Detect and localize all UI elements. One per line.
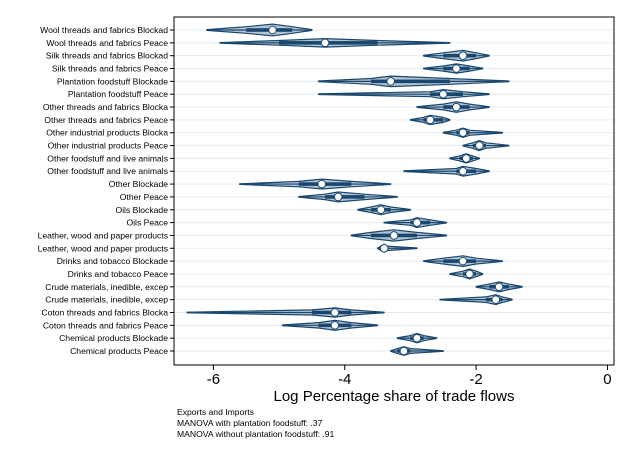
violin-median — [465, 269, 474, 279]
violin-median — [458, 128, 468, 138]
y-tick-label: Other Blockade — [109, 179, 168, 189]
violin-median — [389, 231, 399, 240]
y-tick-label: Crude materials, inedible, excep — [45, 295, 168, 305]
violin-median — [268, 25, 277, 35]
violin-median — [333, 192, 343, 202]
plot-region — [174, 17, 614, 365]
y-tick-label: Other industrial products Blocka — [46, 128, 168, 138]
y-tick-label: Wool threads and fabrics Peace — [46, 38, 168, 48]
violin-median — [330, 321, 340, 330]
y-tick-label: Other threads and fabrics Blocka — [43, 102, 168, 112]
violin-median — [461, 154, 471, 163]
y-tick-label: Other threads and fabrics Peace — [44, 115, 168, 125]
note-line-1: Exports and Imports — [177, 407, 254, 417]
y-tick-label: Chemical products Peace — [70, 346, 168, 356]
plot-border — [173, 16, 615, 366]
violin-median — [458, 166, 468, 176]
y-tick-label: Coton threads and fabrics Blocka — [41, 307, 168, 317]
x-tick-label: -2 — [469, 371, 482, 388]
violin-median — [386, 77, 396, 86]
violins — [186, 23, 523, 356]
violin-median — [475, 141, 484, 150]
y-tick-label: Other foodstuff and live animals — [47, 153, 168, 163]
violin-median — [491, 295, 501, 304]
y-tick-label: Wool threads and fabrics Blockad — [40, 25, 168, 35]
y-tick-label: Silk threads and fabrics Peace — [52, 64, 168, 74]
violin-median — [399, 346, 409, 356]
note-line-3: MANOVA without plantation foodstuff: .91 — [177, 429, 335, 439]
y-axis: Wool threads and fabrics Blockad Wool thr… — [38, 17, 175, 365]
y-tick-label: Drinks and tobacco Peace — [68, 269, 169, 279]
violin-iqr — [325, 195, 365, 199]
y-tick-label: Crude materials, inedible, excep — [45, 282, 168, 292]
y-tick-label: Chemical products Blockade — [59, 333, 168, 343]
violin-median — [494, 282, 504, 292]
violin-median — [412, 218, 422, 227]
violin-median — [412, 333, 422, 343]
violin-median — [379, 243, 389, 253]
violin-median — [317, 179, 327, 189]
y-tick-label: Other foodstuff and live animals — [47, 166, 168, 176]
y-tick-label: Other Peace — [120, 192, 168, 202]
y-tick-label: Drinks and tobacco Blockade — [57, 256, 169, 266]
violin-median — [438, 89, 448, 99]
violin-median — [458, 51, 468, 60]
violin-median — [320, 38, 330, 48]
y-tick-label: Oils Peace — [126, 218, 168, 228]
x-axis: -6 -4 -2 0 — [173, 16, 615, 388]
x-tick-label: -6 — [207, 371, 220, 388]
x-axis-label: Log Percentage share of trade flows — [274, 388, 515, 405]
y-tick-label: Other industrial products Peace — [48, 141, 169, 151]
y-tick-label: Coton threads and fabrics Peace — [43, 320, 168, 330]
y-tick-label: Plantation foodstuff Blockade — [57, 76, 168, 86]
y-tick-label: Leather, wood and paper products — [38, 243, 168, 253]
x-tick-label: 0 — [603, 371, 611, 388]
violin-median — [452, 102, 461, 112]
violin-median — [376, 205, 386, 215]
violin-median — [425, 115, 435, 125]
violin-median — [330, 308, 340, 317]
violin-median — [458, 256, 468, 266]
y-tick-label: Silk threads and fabrics Blockad — [46, 51, 169, 61]
y-tick-label: Leather, wood and paper products — [38, 230, 168, 240]
note-line-2: MANOVA with plantation foodstuff: .37 — [177, 418, 323, 428]
y-tick-label: Plantation foodstuff Peace — [68, 89, 168, 99]
x-tick-label: -4 — [338, 371, 351, 388]
violin-iqr — [371, 79, 450, 84]
y-tick-label: Oils Blockade — [115, 205, 168, 215]
violin-median — [452, 64, 461, 73]
